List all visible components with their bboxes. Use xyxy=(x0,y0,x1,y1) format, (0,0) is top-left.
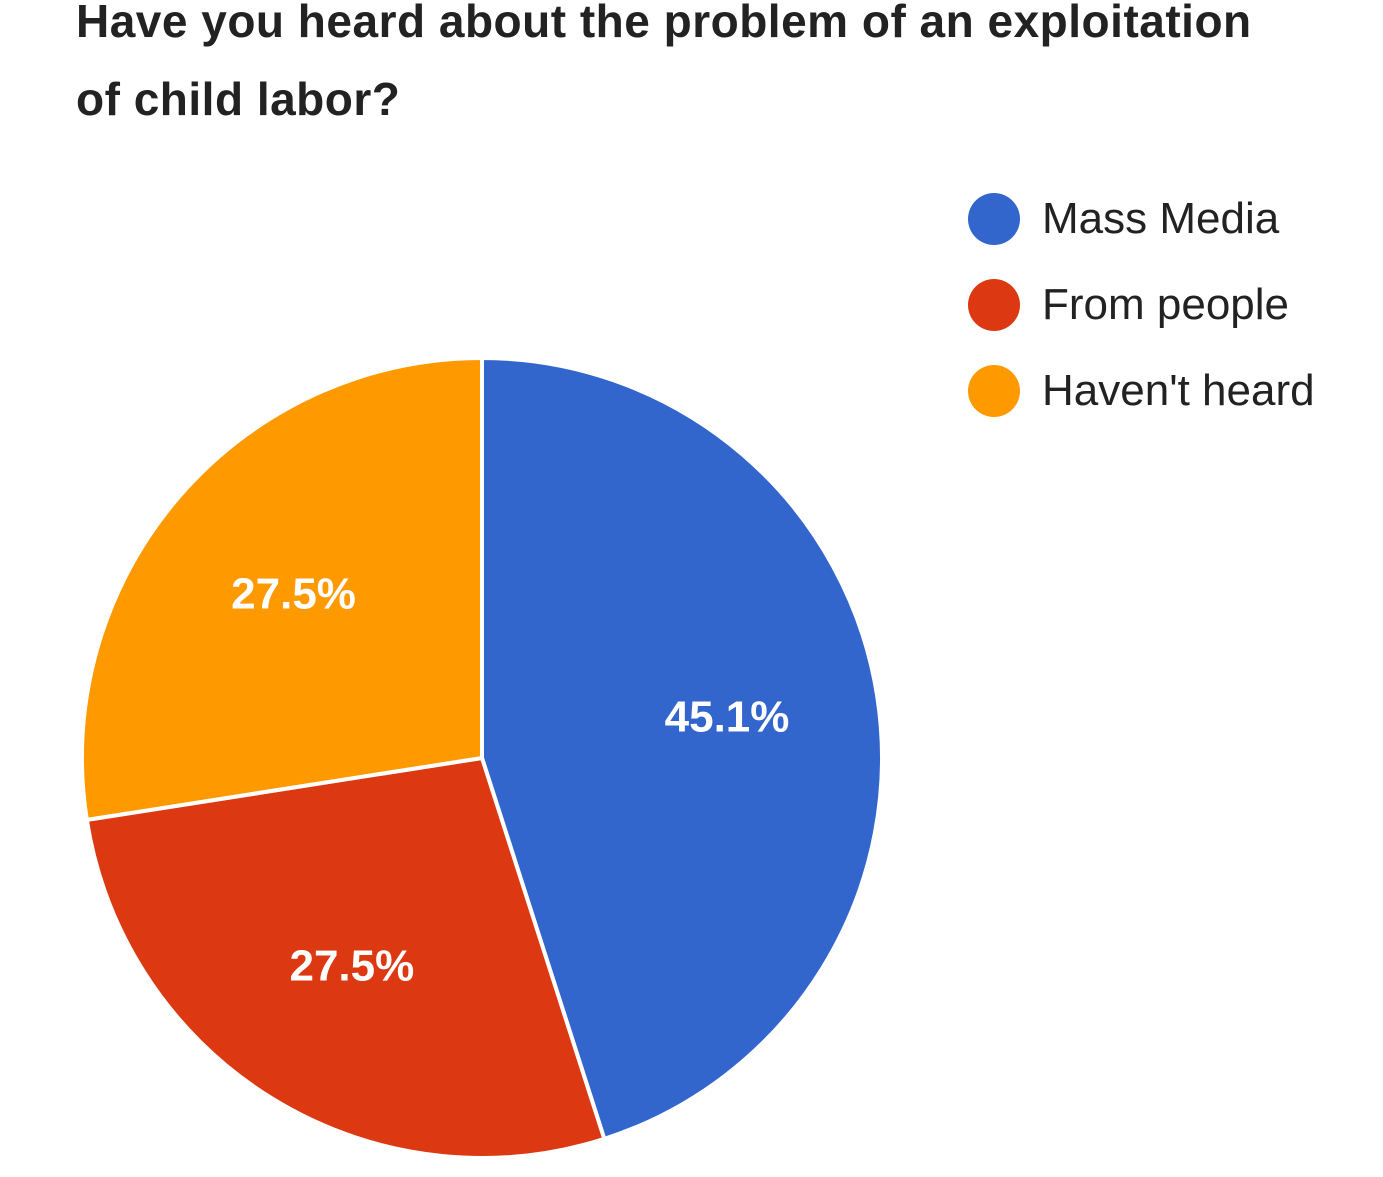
legend-item-havent-heard[interactable]: Haven't heard xyxy=(968,348,1378,434)
legend-item-mass-media[interactable]: Mass Media xyxy=(968,176,1378,262)
pie-slice-mass-media[interactable] xyxy=(480,355,884,1142)
legend-label-mass-media: Mass Media xyxy=(1042,194,1280,243)
legend-swatch-mass-media xyxy=(968,193,1020,245)
chart-title: Have you heard about the problem of an e… xyxy=(0,0,1383,140)
legend-label-havent-heard: Haven't heard xyxy=(1042,366,1315,415)
legend-label-from-people: From people xyxy=(1042,280,1290,329)
slice-label-havent-heard: 27.5% xyxy=(231,569,356,618)
pie-slice-havent-heard[interactable] xyxy=(80,355,484,823)
legend-item-from-people[interactable]: From people xyxy=(968,262,1378,348)
slice-label-mass-media: 45.1% xyxy=(665,692,790,741)
legend-swatch-havent-heard xyxy=(968,365,1020,417)
slice-label-from-people: 27.5% xyxy=(289,942,414,991)
legend-swatch-from-people xyxy=(968,279,1020,331)
pie-slice-from-people[interactable] xyxy=(84,755,607,1160)
chart-title-line-1: Have you heard about the problem of an e… xyxy=(76,0,1252,47)
legend: Mass Media From people Haven't heard xyxy=(968,176,1378,434)
chart-title-line-2: of child labor? xyxy=(76,73,401,125)
